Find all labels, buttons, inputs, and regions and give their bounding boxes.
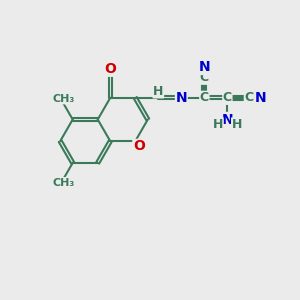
Text: N: N: [222, 112, 233, 127]
Text: H: H: [232, 118, 242, 131]
Text: C: C: [200, 71, 209, 84]
Text: H: H: [213, 118, 223, 131]
Text: H: H: [153, 85, 164, 98]
Text: N: N: [199, 60, 210, 74]
Text: C: C: [223, 91, 232, 104]
Text: CH₃: CH₃: [52, 94, 74, 104]
Text: C: C: [244, 91, 253, 104]
Text: O: O: [104, 62, 116, 76]
Text: O: O: [133, 140, 145, 154]
Text: N: N: [176, 91, 187, 105]
Text: N: N: [255, 91, 266, 105]
Text: C: C: [200, 91, 209, 104]
Text: CH₃: CH₃: [52, 178, 74, 188]
